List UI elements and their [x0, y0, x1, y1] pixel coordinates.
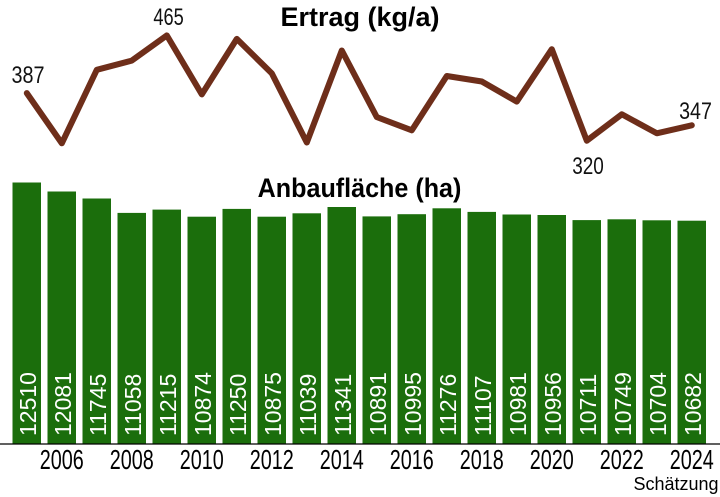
svg-text:11276: 11276: [435, 374, 461, 436]
svg-text:10874: 10874: [190, 372, 216, 436]
svg-text:12510: 12510: [15, 372, 41, 436]
svg-text:10981: 10981: [505, 372, 531, 436]
svg-text:10995: 10995: [400, 372, 426, 436]
svg-text:2024: 2024: [670, 444, 714, 475]
svg-text:10711: 10711: [575, 374, 601, 436]
svg-text:2012: 2012: [250, 444, 294, 475]
svg-text:11058: 11058: [120, 374, 146, 436]
svg-text:10891: 10891: [365, 372, 391, 436]
svg-text:2008: 2008: [110, 444, 154, 475]
svg-text:11039: 11039: [295, 374, 321, 436]
svg-text:11107: 11107: [470, 375, 496, 436]
svg-text:11215: 11215: [155, 374, 181, 436]
svg-text:10875: 10875: [260, 372, 286, 436]
svg-text:2016: 2016: [390, 444, 434, 475]
svg-text:11250: 11250: [225, 374, 251, 436]
svg-text:10956: 10956: [540, 372, 566, 436]
svg-text:11341: 11341: [330, 374, 356, 436]
svg-text:2006: 2006: [40, 444, 84, 475]
svg-text:10682: 10682: [680, 372, 706, 436]
svg-text:10704: 10704: [645, 372, 671, 436]
svg-text:387: 387: [12, 62, 45, 89]
svg-text:2018: 2018: [460, 444, 504, 475]
svg-text:12081: 12081: [50, 372, 76, 436]
svg-text:347: 347: [679, 98, 712, 125]
svg-text:11745: 11745: [85, 374, 111, 436]
svg-text:2010: 2010: [180, 444, 224, 475]
svg-text:2014: 2014: [320, 444, 364, 475]
svg-text:465: 465: [153, 4, 183, 31]
svg-text:10749: 10749: [610, 372, 636, 436]
svg-text:320: 320: [572, 153, 604, 180]
svg-text:Schätzung: Schätzung: [633, 474, 718, 494]
svg-text:2022: 2022: [600, 444, 644, 475]
svg-text:2020: 2020: [530, 444, 574, 475]
